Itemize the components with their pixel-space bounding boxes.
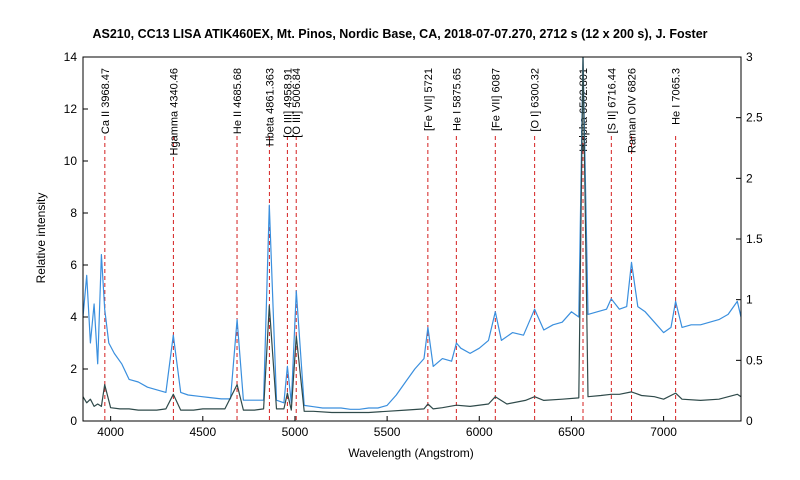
x-tick-label: 7000 [650, 425, 677, 439]
plot-frame [82, 56, 742, 422]
scaled-spectrum-line [83, 57, 741, 410]
y-axis-label: Relative intensity [34, 193, 48, 284]
y2-tick-label: 2 [746, 171, 753, 185]
y2-tick-label: 0 [746, 414, 753, 428]
marker-label: [O I] 6300.32 [530, 68, 542, 132]
marker-label: Hgamma 4340.46 [168, 68, 180, 155]
x-tick-label: 5000 [282, 425, 309, 439]
x-tick-label: 5500 [374, 425, 401, 439]
y2-tick-label: 0.5 [746, 353, 763, 367]
marker-label: He I 7065.3 [671, 68, 683, 125]
marker-label: [Fe VII] 6087 [490, 68, 502, 131]
marker-label: [S II] 6716.44 [606, 68, 618, 133]
y-tick-label: 12 [64, 102, 78, 116]
marker-label: [Fe VII] 5721 [423, 68, 435, 131]
y-tick-label: 0 [70, 414, 77, 428]
marker-label: He II 4685.68 [232, 68, 244, 134]
marker-label: Hbeta 4861.363 [264, 68, 276, 146]
marker-layer: Ca II 3968.47 Hgamma 4340.46 He II 4685.68… [100, 68, 683, 421]
y-tick-label: 10 [64, 154, 78, 168]
axes-layer: 4000 4500 5000 5500 6000 6500 7000024681012140… [64, 50, 763, 439]
y-tick-label: 6 [70, 258, 77, 272]
x-tick-label: 4500 [189, 425, 216, 439]
series-layer [83, 57, 741, 414]
marker-label: Raman OIV 6826 [627, 68, 639, 153]
y-tick-label: 14 [64, 50, 78, 64]
y-tick-label: 4 [70, 310, 77, 324]
marker-label: [O III] 4958.91 [282, 68, 294, 138]
x-tick-label: 6000 [466, 425, 493, 439]
marker-label: [O III] 5006.84 [291, 68, 303, 138]
y2-tick-label: 2.5 [746, 111, 763, 125]
y2-tick-label: 3 [746, 50, 753, 64]
y-tick-label: 8 [70, 206, 77, 220]
x-tick-label: 6500 [558, 425, 585, 439]
y2-tick-label: 1 [746, 293, 753, 307]
marker-label: Ca II 3968.47 [100, 68, 112, 134]
y-tick-label: 2 [70, 362, 77, 376]
x-axis-label: Wavelength (Angstrom) [348, 446, 474, 460]
x-tick-label: 4000 [97, 425, 124, 439]
chart-title: AS210, CC13 LISA ATIK460EX, Mt. Pinos, N… [92, 27, 707, 41]
spectrum-line [83, 57, 741, 414]
y2-tick-label: 1.5 [746, 232, 763, 246]
marker-label: He I 5875.65 [451, 68, 463, 131]
